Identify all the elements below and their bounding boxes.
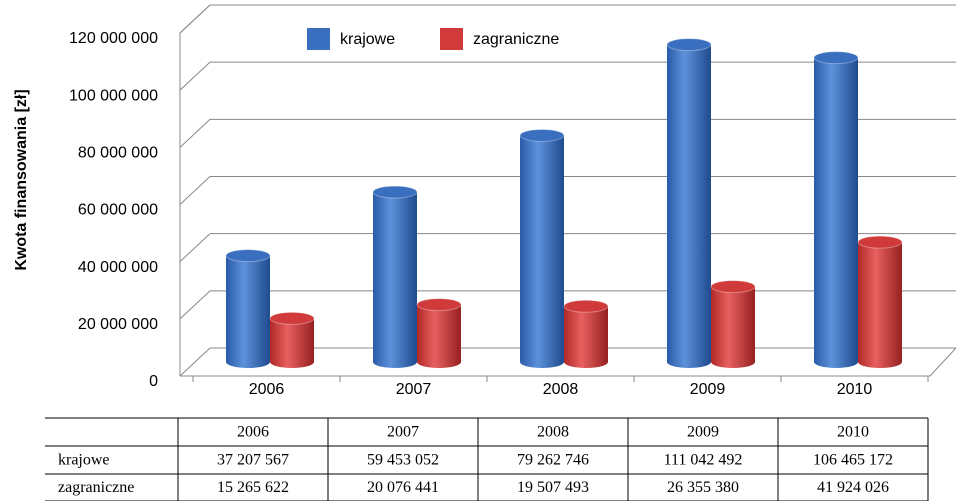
y-tick-label: 20 000 000: [78, 316, 158, 333]
table-header: 2006: [237, 424, 269, 441]
x-tick-label: 2008: [543, 381, 579, 398]
table-row-label: krajowe: [58, 452, 110, 469]
table-cell: 37 207 567: [217, 452, 289, 469]
bar: [564, 306, 608, 362]
y-tick-label: 100 000 000: [69, 87, 158, 104]
table-cell: 41 924 026: [817, 479, 889, 496]
table-cell: 59 453 052: [367, 452, 439, 469]
x-tick-label: 2009: [690, 381, 726, 398]
table-cell: 15 265 622: [217, 479, 289, 496]
bar: [417, 304, 461, 362]
bar: [814, 57, 858, 363]
y-axis-label: Kwota finansowania [zł]: [13, 89, 30, 270]
legend-swatch: [307, 28, 330, 50]
grid-line: [179, 4, 956, 34]
table-header: 2008: [537, 424, 569, 441]
table-header: 2007: [387, 424, 419, 441]
cylinder-top: [666, 38, 712, 52]
cylinder-top: [857, 235, 903, 249]
bar: [667, 44, 711, 362]
y-tick-label: 120 000 000: [69, 30, 158, 47]
cylinder-top: [813, 51, 859, 65]
legend-label: krajowe: [340, 31, 395, 48]
y-tick-label: 0: [149, 373, 158, 390]
cylinder-top: [269, 311, 315, 325]
y-tick-label: 60 000 000: [78, 202, 158, 219]
cylinder-top: [225, 249, 271, 263]
x-tick-label: 2006: [249, 381, 285, 398]
bar: [226, 255, 270, 362]
table-cell: 26 355 380: [667, 479, 739, 496]
legend-swatch: [440, 28, 463, 50]
cylinder-top: [563, 299, 609, 313]
table-header: 2009: [687, 424, 719, 441]
bar: [373, 192, 417, 362]
cylinder-top: [710, 280, 756, 294]
table-cell: 19 507 493: [517, 479, 589, 496]
cylinder-top: [416, 298, 462, 312]
table-header: 2010: [837, 424, 869, 441]
table-cell: 111 042 492: [664, 452, 743, 469]
table-row-label: zagraniczne: [58, 479, 134, 496]
bar: [270, 318, 314, 362]
legend-label: zagraniczne: [473, 31, 559, 48]
table-cell: 106 465 172: [813, 452, 893, 469]
bar: [858, 242, 902, 362]
cylinder-top: [519, 128, 565, 142]
x-tick-label: 2007: [396, 381, 432, 398]
y-tick-label: 40 000 000: [78, 259, 158, 276]
table-cell: 20 076 441: [367, 479, 439, 496]
bar: [711, 286, 755, 362]
floor-edge: [180, 347, 956, 377]
table-cell: 79 262 746: [517, 452, 589, 469]
x-tick-label: 2010: [837, 381, 873, 398]
y-tick-label: 80 000 000: [78, 145, 158, 162]
cylinder-top: [372, 185, 418, 199]
bar: [520, 135, 564, 362]
